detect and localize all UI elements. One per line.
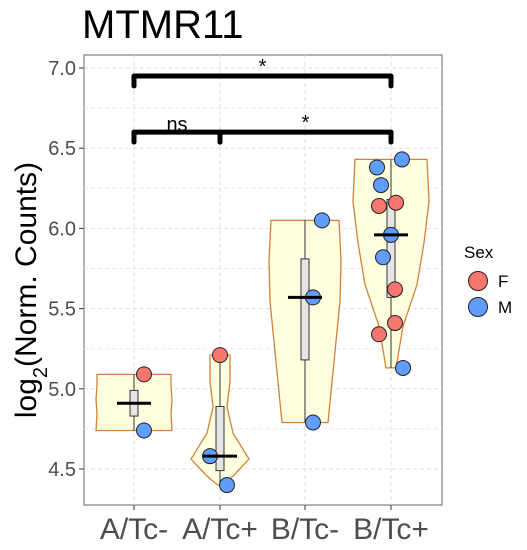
data-point-m	[373, 177, 389, 194]
legend-key-f	[468, 271, 488, 291]
data-points	[117, 151, 411, 494]
box-iqr	[300, 258, 310, 361]
legend-key-m	[468, 297, 488, 317]
significance-bracket	[217, 129, 394, 145]
data-point-m	[375, 249, 391, 266]
y-axis-label: log2(Norm. Counts)	[10, 162, 52, 418]
data-point-f	[387, 281, 403, 298]
data-point-m	[136, 422, 152, 439]
significance-label: *	[302, 112, 310, 134]
data-point-m	[314, 212, 330, 229]
x-tick-label: B/Tc-	[271, 513, 339, 546]
data-point-f	[371, 197, 387, 214]
box-iqr	[215, 405, 225, 472]
significance-bracket	[131, 73, 394, 89]
x-tick-label: A/Tc-	[100, 513, 168, 546]
data-point-m	[369, 159, 385, 176]
data-point-f	[212, 347, 228, 364]
data-point-f	[387, 315, 403, 332]
y-tick-label: 5.5	[48, 299, 76, 321]
legend-label: F	[498, 272, 508, 291]
chart-title: MTMR11	[82, 3, 243, 47]
y-tick-label: 5.0	[48, 379, 76, 401]
data-point-f	[388, 194, 404, 211]
significance-label: ns	[166, 114, 187, 136]
significance-label: *	[259, 56, 267, 78]
data-point-m	[394, 151, 410, 168]
y-axis-ticks: 4.5 5.0 5.5 6.0 6.5 7.0	[48, 58, 84, 481]
data-point-m	[395, 359, 411, 376]
y-tick-label: 6.0	[48, 218, 76, 240]
y-tick-label: 4.5	[48, 459, 76, 481]
y-tick-label: 6.5	[48, 138, 76, 160]
significance-brackets: * ns *	[131, 56, 394, 145]
x-axis-ticks: A/Tc- A/Tc+ B/Tc- B/Tc+	[100, 505, 429, 546]
legend-label: M	[498, 298, 512, 317]
data-point-m	[219, 477, 235, 494]
y-tick-label: 7.0	[48, 58, 76, 80]
x-tick-label: B/Tc+	[353, 513, 429, 546]
data-point-f	[136, 366, 152, 383]
data-point-f	[371, 326, 387, 343]
data-point-m	[305, 414, 321, 431]
x-tick-label: A/Tc+	[182, 513, 258, 546]
legend: Sex FM	[464, 243, 512, 317]
legend-title: Sex	[464, 243, 494, 262]
